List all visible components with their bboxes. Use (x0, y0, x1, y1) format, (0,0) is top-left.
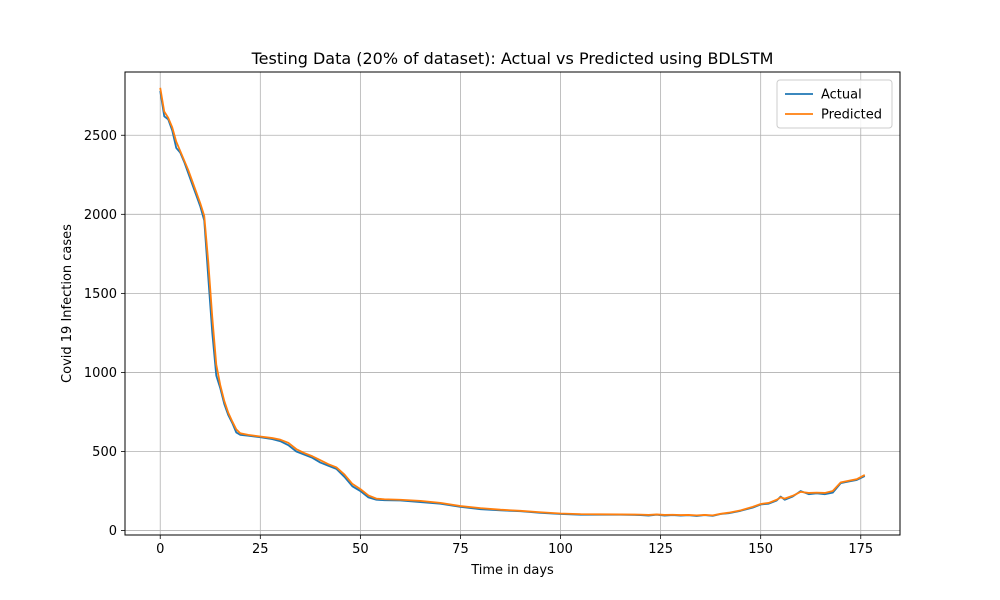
series-line-predicted (159, 87, 866, 517)
legend-box (776, 79, 893, 129)
x-tick-label: 125 (648, 542, 673, 557)
plot-frame (124, 71, 901, 536)
y-axis: 0 500 1000 1500 2000 2500 (84, 129, 125, 539)
x-tick-label: 25 (252, 542, 269, 557)
y-axis-label: Covid 19 Infection cases (60, 224, 75, 383)
series-group (159, 87, 866, 517)
legend-label-predicted: Predicted (821, 108, 882, 123)
y-tick-label: 0 (109, 524, 117, 539)
legend-label-actual: Actual (821, 88, 862, 103)
grid (125, 72, 900, 535)
x-axis-label: Time in days (470, 563, 554, 578)
legend: Actual Predicted (776, 79, 893, 129)
x-tick-label: 150 (748, 542, 773, 557)
y-tick-label: 1000 (84, 366, 117, 381)
y-tick-label: 1500 (84, 287, 117, 302)
y-tick-label: 500 (92, 445, 117, 460)
x-tick-label: 0 (156, 542, 164, 557)
x-axis: 0 25 50 75 100 125 150 175 (156, 535, 873, 557)
x-tick-label: 100 (548, 542, 573, 557)
chart-title: Testing Data (20% of dataset): Actual vs… (251, 49, 774, 68)
x-tick-label: 50 (352, 542, 369, 557)
y-tick-label: 2500 (84, 129, 117, 144)
y-tick-label: 2000 (84, 208, 117, 223)
x-tick-label: 175 (848, 542, 873, 557)
x-tick-label: 75 (452, 542, 469, 557)
